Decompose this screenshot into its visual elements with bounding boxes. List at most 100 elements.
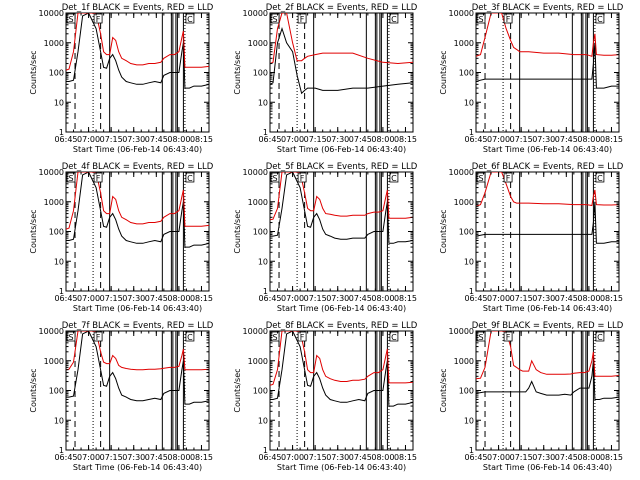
y-tick-label: 100	[253, 69, 268, 78]
y-tick-label: 100	[253, 387, 268, 396]
legend-letter: S	[478, 174, 483, 183]
legend-letter: S	[478, 333, 483, 342]
legend-box	[270, 172, 280, 183]
panel-det-7: Det_7f BLACK = Events, RED = LLD S F C 1 10 10…	[29, 321, 214, 472]
x-tick-label: 07:15	[304, 135, 327, 144]
legend-box	[93, 172, 103, 183]
x-axis-label: Start Time (06-Feb-14 06:43:40)	[73, 145, 202, 154]
legend-box	[93, 13, 103, 24]
y-axis-label: Counts/sec	[233, 209, 242, 253]
x-tick-label: 07:30	[122, 135, 145, 144]
x-tick-label: 07:00	[281, 135, 304, 144]
x-tick-label: 08:15	[600, 135, 623, 144]
legend-box	[270, 331, 280, 342]
legend-box	[476, 13, 486, 24]
y-tick-label: 10	[258, 98, 268, 107]
x-tick-label: 08:15	[394, 135, 417, 144]
x-tick-label: 08:00	[577, 453, 600, 462]
y-tick-label: 10000	[449, 327, 474, 336]
y-tick-label: 1000	[44, 357, 64, 366]
x-tick-label: 07:00	[77, 453, 100, 462]
y-tick-label: 100	[459, 228, 474, 237]
legend-box	[595, 13, 605, 24]
y-axis-label: Counts/sec	[439, 209, 448, 253]
x-axis-label: Start Time (06-Feb-14 06:43:40)	[277, 304, 406, 313]
plot-frame	[65, 171, 210, 292]
x-tick-label: 07:45	[145, 135, 168, 144]
panel-title: Det_7f BLACK = Events, RED = LLD	[62, 321, 214, 331]
legend-box	[185, 13, 195, 24]
y-tick-label: 1	[59, 446, 64, 455]
plot-area	[270, 331, 413, 450]
series-line-lld	[476, 172, 619, 207]
legend-letter: F	[300, 174, 305, 183]
legend-letter: S	[68, 174, 73, 183]
x-tick-label: 07:00	[487, 453, 510, 462]
legend-letter: S	[68, 15, 73, 24]
x-tick-label: 07:45	[145, 294, 168, 303]
legend-box	[185, 331, 195, 342]
x-tick-label: 07:15	[100, 294, 123, 303]
y-tick-label: 10	[54, 98, 64, 107]
plot-area	[476, 331, 619, 450]
x-tick-label: 07:30	[122, 294, 145, 303]
y-tick-label: 10000	[243, 9, 268, 18]
legend-letter: C	[391, 15, 397, 24]
plot-area	[66, 13, 209, 132]
series-line-lld	[476, 331, 619, 380]
plot-frame	[475, 12, 620, 133]
x-tick-label: 08:00	[577, 135, 600, 144]
y-tick-label: 10000	[39, 168, 64, 177]
legend-letter: C	[391, 174, 397, 183]
x-tick-label: 08:00	[167, 453, 190, 462]
y-tick-label: 100	[459, 387, 474, 396]
legend-box	[595, 172, 605, 183]
x-tick-label: 07:45	[349, 294, 372, 303]
legend-box	[503, 172, 513, 183]
series-line-lld	[66, 331, 209, 371]
x-tick-label: 07:15	[100, 453, 123, 462]
legend-letter: C	[187, 333, 193, 342]
x-tick-label: 08:15	[394, 453, 417, 462]
y-tick-label: 100	[49, 69, 64, 78]
series-line-lld	[66, 172, 209, 230]
legend-box	[503, 331, 513, 342]
x-tick-label: 07:30	[326, 135, 349, 144]
x-tick-label: 08:00	[371, 453, 394, 462]
x-tick-label: 08:15	[190, 294, 213, 303]
panel-det-8: Det_8f BLACK = Events, RED = LLD S F C 1 10 10…	[233, 321, 418, 472]
y-tick-label: 10	[258, 416, 268, 425]
series-line-lld	[270, 172, 413, 221]
series-line-events	[270, 172, 413, 244]
legend-letter: F	[300, 15, 305, 24]
y-tick-label: 1000	[248, 357, 268, 366]
legend-box	[476, 172, 486, 183]
x-tick-label: 08:00	[371, 135, 394, 144]
x-tick-label: 06:45	[258, 135, 281, 144]
y-tick-label: 100	[49, 387, 64, 396]
legend-box	[389, 172, 399, 183]
y-tick-label: 1000	[248, 39, 268, 48]
legend-letter: F	[96, 174, 101, 183]
legend-box	[389, 331, 399, 342]
x-tick-label: 06:45	[464, 294, 487, 303]
x-tick-label: 07:00	[281, 453, 304, 462]
x-tick-label: 06:45	[258, 294, 281, 303]
legend-box	[66, 172, 76, 183]
x-tick-label: 08:15	[600, 453, 623, 462]
panel-det-1: Det_1f BLACK = Events, RED = LLD S F C 1 10 10…	[29, 3, 214, 154]
x-tick-label: 07:45	[145, 453, 168, 462]
legend-letter: S	[272, 15, 277, 24]
legend-letter: C	[597, 333, 603, 342]
y-axis-label: Counts/sec	[439, 50, 448, 94]
x-tick-label: 08:15	[190, 135, 213, 144]
y-tick-label: 1000	[454, 357, 474, 366]
y-tick-label: 10	[464, 98, 474, 107]
x-tick-label: 07:15	[304, 453, 327, 462]
plot-area	[270, 172, 413, 291]
y-tick-label: 10	[258, 257, 268, 266]
x-tick-label: 07:45	[555, 453, 578, 462]
x-axis-label: Start Time (06-Feb-14 06:43:40)	[73, 463, 202, 472]
legend-box	[297, 13, 307, 24]
